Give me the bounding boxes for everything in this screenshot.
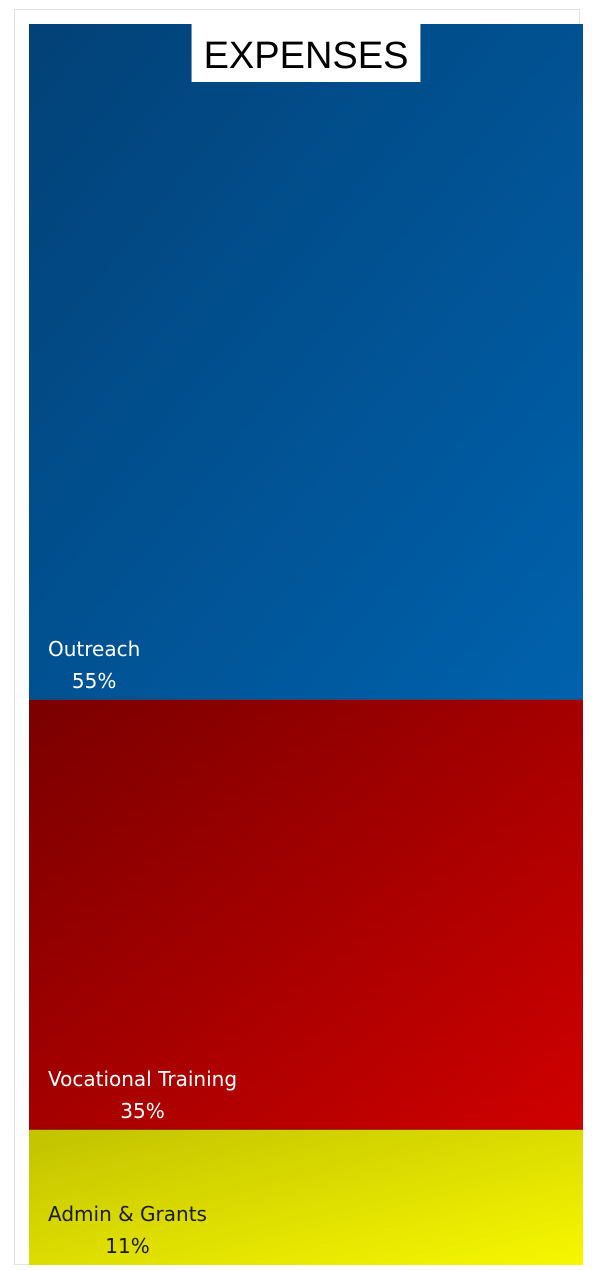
segment-vocational-training: Vocational Training 35% [29, 699, 583, 1131]
segment-rect-vocational-training [29, 699, 583, 1130]
segment-name-outreach: Outreach [48, 637, 140, 661]
segment-admin-grants: Admin & Grants 11% [29, 1129, 583, 1265]
segment-rect-outreach [29, 24, 583, 700]
title-background [191, 24, 421, 82]
segment-percent-vocational-training: 35% [120, 1099, 164, 1123]
segment-name-admin-grants: Admin & Grants [48, 1202, 207, 1226]
segments-layer: Outreach 55% Vocational Training 35% Admin &… [29, 24, 583, 1265]
chart-title: EXPENSES [204, 35, 409, 77]
segment-outreach: Outreach 55% [29, 24, 583, 701]
segment-name-vocational-training: Vocational Training [48, 1067, 237, 1091]
segment-rect-admin-grants [29, 1129, 583, 1265]
segment-percent-admin-grants: 11% [105, 1234, 149, 1258]
segment-percent-outreach: 55% [72, 669, 116, 693]
